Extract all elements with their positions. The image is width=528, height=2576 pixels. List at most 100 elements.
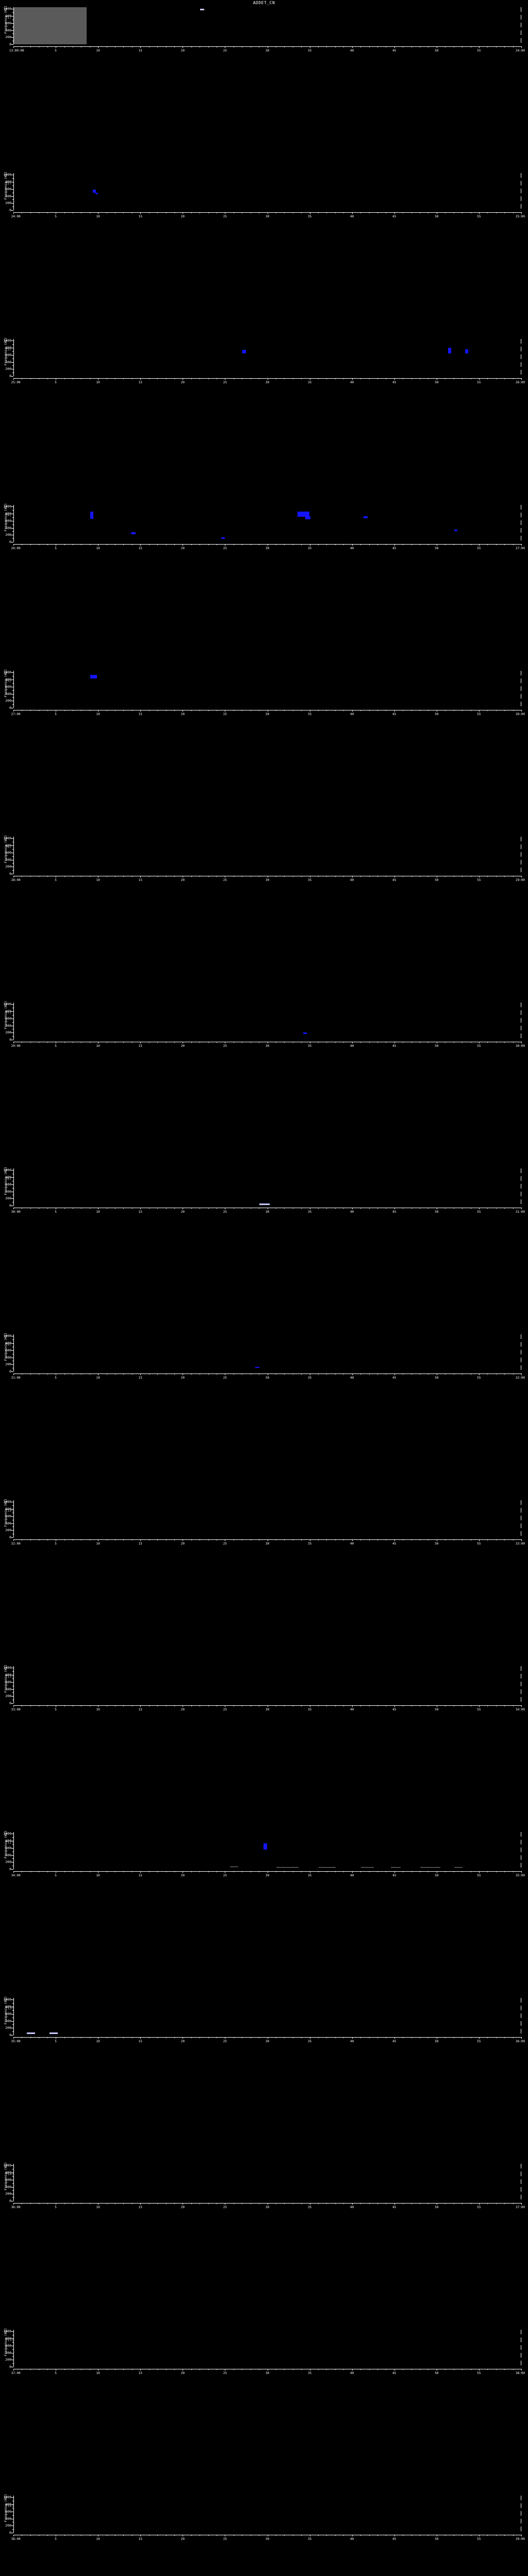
y-tick-mark bbox=[11, 845, 13, 846]
y-tick-minor bbox=[12, 2515, 13, 2516]
x-tick-minor bbox=[166, 2535, 167, 2536]
x-tick-label: 15 bbox=[138, 1044, 142, 1048]
y-tick-minor bbox=[12, 683, 13, 684]
detection-mark bbox=[305, 516, 310, 520]
spectrogram-plot-area[interactable] bbox=[13, 2164, 521, 2201]
x-tick-minor bbox=[191, 212, 192, 213]
y-tick-mark bbox=[11, 1364, 13, 1365]
spectrogram-plot-area[interactable] bbox=[13, 505, 521, 542]
y-tick-label: 1000 bbox=[3, 173, 11, 177]
x-tick-minor bbox=[301, 1208, 302, 1209]
spectrogram-panel: (14) Frequency (Hz) 1000 800 600 400 200 0 36:00… bbox=[0, 2161, 528, 2327]
panel-index-label: (11) bbox=[5, 1674, 14, 1679]
data-coverage-region bbox=[14, 7, 87, 44]
y-tick-label: 1000 bbox=[3, 1832, 11, 1836]
x-tick-major bbox=[521, 1539, 522, 1541]
y-tick-label: 0 bbox=[9, 872, 11, 876]
y-tick-mark bbox=[11, 1032, 13, 1033]
x-tick-label: 15 bbox=[138, 2206, 142, 2209]
x-tick-minor bbox=[504, 1208, 505, 1209]
y-tick-label: 0 bbox=[9, 706, 11, 710]
x-tick-minor bbox=[487, 378, 488, 379]
x-tick-label: 25 bbox=[223, 1542, 227, 1546]
spectrogram-plot-area[interactable] bbox=[13, 339, 521, 376]
x-tick-major bbox=[140, 46, 141, 48]
x-tick-minor bbox=[64, 1042, 65, 1043]
spectrogram-plot-area[interactable] bbox=[13, 7, 521, 44]
x-tick-minor bbox=[301, 2037, 302, 2038]
x-tick-major bbox=[478, 710, 480, 711]
x-tick-label: 50 bbox=[435, 878, 439, 882]
spectrogram-plot-area[interactable] bbox=[13, 1334, 521, 1371]
detection-mark bbox=[90, 511, 94, 519]
y-tick-label: 200 bbox=[5, 2358, 11, 2362]
x-tick-label: 55 bbox=[477, 878, 481, 882]
y-tick-mark bbox=[11, 2187, 13, 2188]
detection-mark bbox=[259, 1203, 270, 1205]
y-tick-mark bbox=[11, 2035, 13, 2036]
x-tick-label: 30 bbox=[265, 547, 270, 550]
x-tick-minor bbox=[208, 2203, 209, 2204]
x-tick-minor bbox=[123, 46, 124, 47]
spectrogram-plot-area[interactable] bbox=[13, 1003, 521, 1040]
spectrogram-panel: (3) Frequency (Hz) 1000 800 600 400 200 0 25:00 5… bbox=[0, 336, 528, 502]
x-tick-major bbox=[13, 1871, 14, 1873]
x-tick-major bbox=[140, 544, 141, 546]
x-tick-minor bbox=[369, 1042, 370, 1043]
x-tick-minor bbox=[445, 1374, 446, 1375]
x-tick-minor bbox=[513, 1539, 514, 1540]
panel-index-label: (14) bbox=[5, 2172, 14, 2176]
x-tick-minor bbox=[131, 378, 133, 379]
y-tick-label: 600 bbox=[5, 352, 11, 357]
y-tick-mark bbox=[11, 1682, 13, 1683]
x-tick-minor bbox=[131, 46, 133, 47]
spectrogram-plot-area[interactable] bbox=[13, 2496, 521, 2533]
spectrogram-plot-area[interactable] bbox=[13, 173, 521, 210]
spectrogram-plot-area[interactable] bbox=[13, 837, 521, 874]
x-tick-minor bbox=[335, 544, 336, 545]
x-tick-minor bbox=[131, 544, 133, 545]
x-tick-major bbox=[394, 544, 395, 546]
y-tick-mark bbox=[11, 362, 13, 363]
spectrogram-plot-area[interactable] bbox=[13, 1832, 521, 1869]
x-tick-minor bbox=[462, 1871, 463, 1872]
x-tick-label: 25 bbox=[223, 1874, 227, 1877]
x-tick-minor bbox=[47, 1374, 48, 1375]
spectrogram-panel: (13) Frequency (Hz) 1000 800 600 400 200 0 35:00… bbox=[0, 1995, 528, 2161]
y-tick-mark bbox=[11, 2165, 13, 2166]
x-tick-label: 25 bbox=[223, 713, 227, 716]
x-tick-major bbox=[521, 378, 522, 380]
x-tick-label: 20 bbox=[180, 1542, 185, 1546]
spectrogram-plot-area[interactable] bbox=[13, 1998, 521, 2035]
x-tick-minor bbox=[157, 1374, 158, 1375]
spectrogram-panel: (1) Frequency (Hz) 1000 800 600 400 200 0 13:00:… bbox=[0, 4, 528, 170]
y-tick-label: 600 bbox=[5, 518, 11, 523]
y-tick-mark bbox=[11, 1869, 13, 1870]
spectrogram-plot-area[interactable] bbox=[13, 671, 521, 708]
x-tick-major bbox=[140, 1208, 141, 1209]
detection-mark bbox=[49, 2032, 58, 2034]
x-tick-minor bbox=[47, 2037, 48, 2038]
x-tick-label: 5 bbox=[55, 2371, 57, 2375]
x-tick-label: 30 bbox=[265, 878, 270, 882]
y-tick-minor bbox=[12, 2363, 13, 2364]
spectrogram-plot-area[interactable] bbox=[13, 2330, 521, 2367]
x-tick-label-start: 32:00 bbox=[11, 1542, 21, 1546]
y-tick-label: 0 bbox=[9, 1701, 11, 1705]
x-tick-minor bbox=[284, 212, 285, 213]
x-tick-label: 35 bbox=[307, 713, 312, 716]
x-tick-minor bbox=[174, 2203, 175, 2204]
x-tick-minor bbox=[148, 1208, 150, 1209]
spectrogram-plot-area[interactable] bbox=[13, 1500, 521, 1537]
spectrogram-plot-area[interactable] bbox=[13, 1168, 521, 1206]
x-tick-major bbox=[478, 212, 480, 214]
y-tick-label: 600 bbox=[5, 684, 11, 689]
x-tick-minor bbox=[411, 1871, 412, 1872]
spectrogram-plot-area[interactable] bbox=[13, 1666, 521, 1703]
x-tick-major bbox=[478, 544, 480, 546]
x-tick-minor bbox=[445, 1871, 446, 1872]
x-tick-label: 50 bbox=[435, 1044, 439, 1048]
x-tick-minor bbox=[445, 2037, 446, 2038]
x-tick-minor bbox=[369, 876, 370, 877]
